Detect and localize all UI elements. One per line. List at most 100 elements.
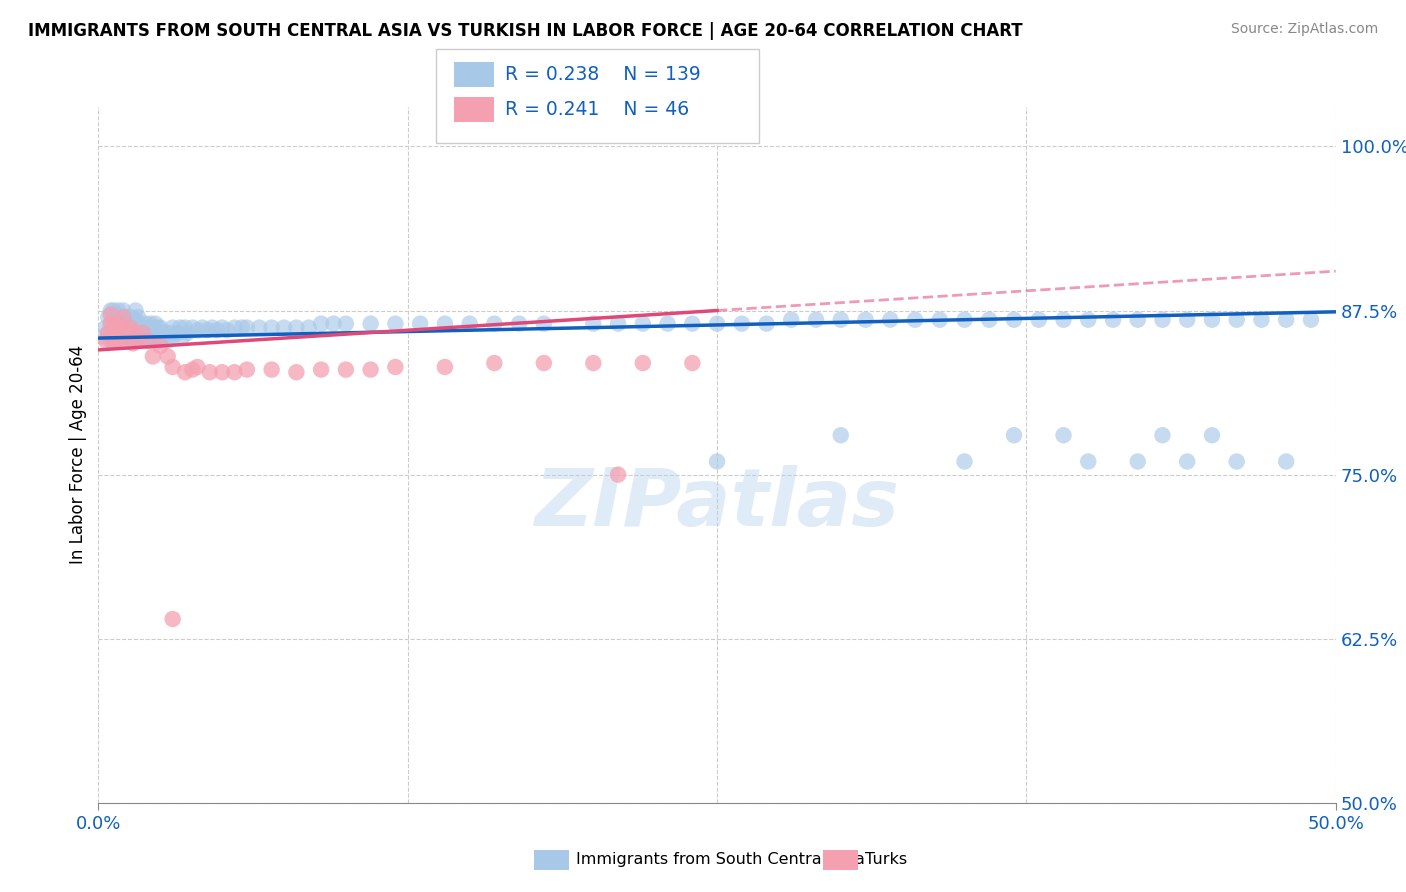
Point [191,320,214,334]
Point [132,334,155,348]
Point [174,320,197,334]
Point [484,317,506,331]
Point [657,317,679,331]
Point [124,323,146,337]
Point [100,303,122,318]
Point [162,320,184,334]
Point [124,334,146,348]
Point [166,326,188,340]
Point [181,362,204,376]
Point [107,317,129,331]
Point [582,317,605,331]
Point [322,317,344,331]
Point [928,312,950,326]
Point [142,320,165,334]
Point [298,320,321,334]
Point [112,320,135,334]
Point [231,320,253,334]
Point [156,334,179,348]
Point [136,320,159,334]
Point [631,356,654,370]
Point [124,303,146,318]
Point [1052,428,1074,442]
Point [120,310,142,324]
Point [384,359,406,374]
Point [143,330,166,344]
Point [830,312,852,326]
Point [139,317,162,331]
Point [186,323,208,337]
Point [159,326,181,340]
Point [149,320,172,334]
Point [114,326,136,340]
Point [110,310,132,324]
Point [117,320,139,334]
Point [1002,312,1025,326]
Point [780,312,803,326]
Point [1152,312,1174,326]
Point [236,320,259,334]
Point [607,467,630,482]
Point [855,312,877,326]
Point [149,339,172,353]
Point [104,330,127,344]
Text: Turks: Turks [865,853,907,867]
Point [409,317,432,331]
Point [681,317,703,331]
Point [100,308,122,322]
Point [1275,312,1298,326]
Point [155,326,177,340]
Point [631,317,654,331]
Point [162,359,184,374]
Point [120,320,142,334]
Point [247,320,270,334]
Point [804,312,827,326]
Point [484,356,506,370]
Point [1175,454,1198,468]
Point [107,317,129,331]
Point [127,334,149,348]
Point [879,312,901,326]
Text: Immigrants from South Central Asia: Immigrants from South Central Asia [576,853,865,867]
Point [122,323,145,337]
Point [360,362,382,376]
Point [335,362,357,376]
Point [211,365,233,379]
Point [335,317,357,331]
Point [132,320,155,334]
Point [117,330,139,344]
Text: R = 0.238    N = 139: R = 0.238 N = 139 [505,65,700,85]
Point [260,362,283,376]
Point [1126,312,1149,326]
Point [1102,312,1125,326]
Point [104,308,127,322]
Point [134,330,156,344]
Point [149,334,172,348]
Point [162,612,184,626]
Point [122,336,145,351]
Point [755,317,778,331]
Point [146,320,169,334]
Point [1152,428,1174,442]
Text: R = 0.241    N = 46: R = 0.241 N = 46 [505,100,689,120]
Point [97,326,120,340]
Point [142,334,165,348]
Point [706,454,728,468]
Point [1250,312,1272,326]
Point [1002,428,1025,442]
Point [112,310,135,324]
Point [129,330,152,344]
Point [104,334,127,348]
Point [127,310,149,324]
Point [100,317,122,331]
Point [236,362,259,376]
Point [273,320,295,334]
Point [127,320,149,334]
Point [124,326,146,340]
Point [201,320,224,334]
Point [103,334,125,348]
Point [139,330,162,344]
Point [134,317,156,331]
Point [169,320,191,334]
Point [129,320,152,334]
